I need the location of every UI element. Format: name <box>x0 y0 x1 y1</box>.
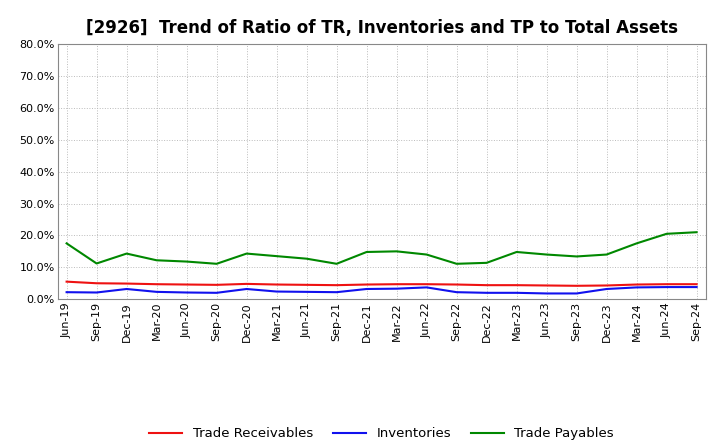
Title: [2926]  Trend of Ratio of TR, Inventories and TP to Total Assets: [2926] Trend of Ratio of TR, Inventories… <box>86 19 678 37</box>
Trade Payables <box>92 261 101 266</box>
Trade Payables <box>662 231 671 236</box>
Inventories <box>272 289 281 294</box>
Trade Receivables <box>92 281 101 286</box>
Inventories <box>662 284 671 290</box>
Inventories <box>632 285 641 290</box>
Trade Receivables <box>452 282 461 287</box>
Inventories <box>513 290 521 296</box>
Trade Payables <box>362 249 371 255</box>
Trade Payables <box>572 254 581 259</box>
Inventories <box>122 286 131 292</box>
Trade Receivables <box>182 282 191 287</box>
Trade Payables <box>333 261 341 267</box>
Inventories <box>302 289 311 294</box>
Trade Payables <box>392 249 401 254</box>
Inventories <box>422 285 431 290</box>
Trade Receivables <box>482 282 491 288</box>
Inventories <box>92 290 101 295</box>
Inventories <box>392 286 401 291</box>
Trade Receivables <box>362 282 371 287</box>
Inventories <box>693 284 701 290</box>
Line: Trade Receivables: Trade Receivables <box>66 282 697 286</box>
Inventories <box>542 291 551 296</box>
Trade Payables <box>693 230 701 235</box>
Trade Payables <box>422 252 431 257</box>
Trade Receivables <box>572 283 581 289</box>
Trade Receivables <box>602 283 611 288</box>
Trade Receivables <box>392 282 401 287</box>
Trade Payables <box>482 260 491 265</box>
Inventories <box>362 286 371 292</box>
Trade Payables <box>602 252 611 257</box>
Trade Payables <box>302 256 311 261</box>
Trade Receivables <box>632 282 641 287</box>
Trade Payables <box>122 251 131 256</box>
Trade Payables <box>153 258 161 263</box>
Inventories <box>242 286 251 292</box>
Trade Receivables <box>122 281 131 286</box>
Trade Receivables <box>212 282 221 287</box>
Trade Payables <box>212 261 221 267</box>
Inventories <box>62 290 71 295</box>
Line: Inventories: Inventories <box>66 287 697 293</box>
Trade Payables <box>452 261 461 267</box>
Trade Receivables <box>242 281 251 286</box>
Trade Receivables <box>153 282 161 287</box>
Trade Receivables <box>272 282 281 287</box>
Trade Receivables <box>693 282 701 287</box>
Trade Payables <box>62 241 71 246</box>
Inventories <box>333 290 341 295</box>
Trade Payables <box>513 249 521 255</box>
Inventories <box>182 290 191 295</box>
Inventories <box>572 291 581 296</box>
Trade Receivables <box>62 279 71 284</box>
Trade Payables <box>542 252 551 257</box>
Inventories <box>452 290 461 295</box>
Legend: Trade Receivables, Inventories, Trade Payables: Trade Receivables, Inventories, Trade Pa… <box>144 422 619 440</box>
Trade Receivables <box>542 283 551 288</box>
Trade Receivables <box>422 282 431 287</box>
Inventories <box>602 286 611 292</box>
Trade Payables <box>182 259 191 264</box>
Line: Trade Payables: Trade Payables <box>66 232 697 264</box>
Trade Receivables <box>662 282 671 287</box>
Trade Payables <box>272 253 281 259</box>
Trade Receivables <box>513 282 521 288</box>
Trade Payables <box>632 241 641 246</box>
Inventories <box>153 289 161 294</box>
Inventories <box>212 290 221 296</box>
Inventories <box>482 290 491 296</box>
Trade Receivables <box>333 282 341 288</box>
Trade Payables <box>242 251 251 256</box>
Trade Receivables <box>302 282 311 287</box>
